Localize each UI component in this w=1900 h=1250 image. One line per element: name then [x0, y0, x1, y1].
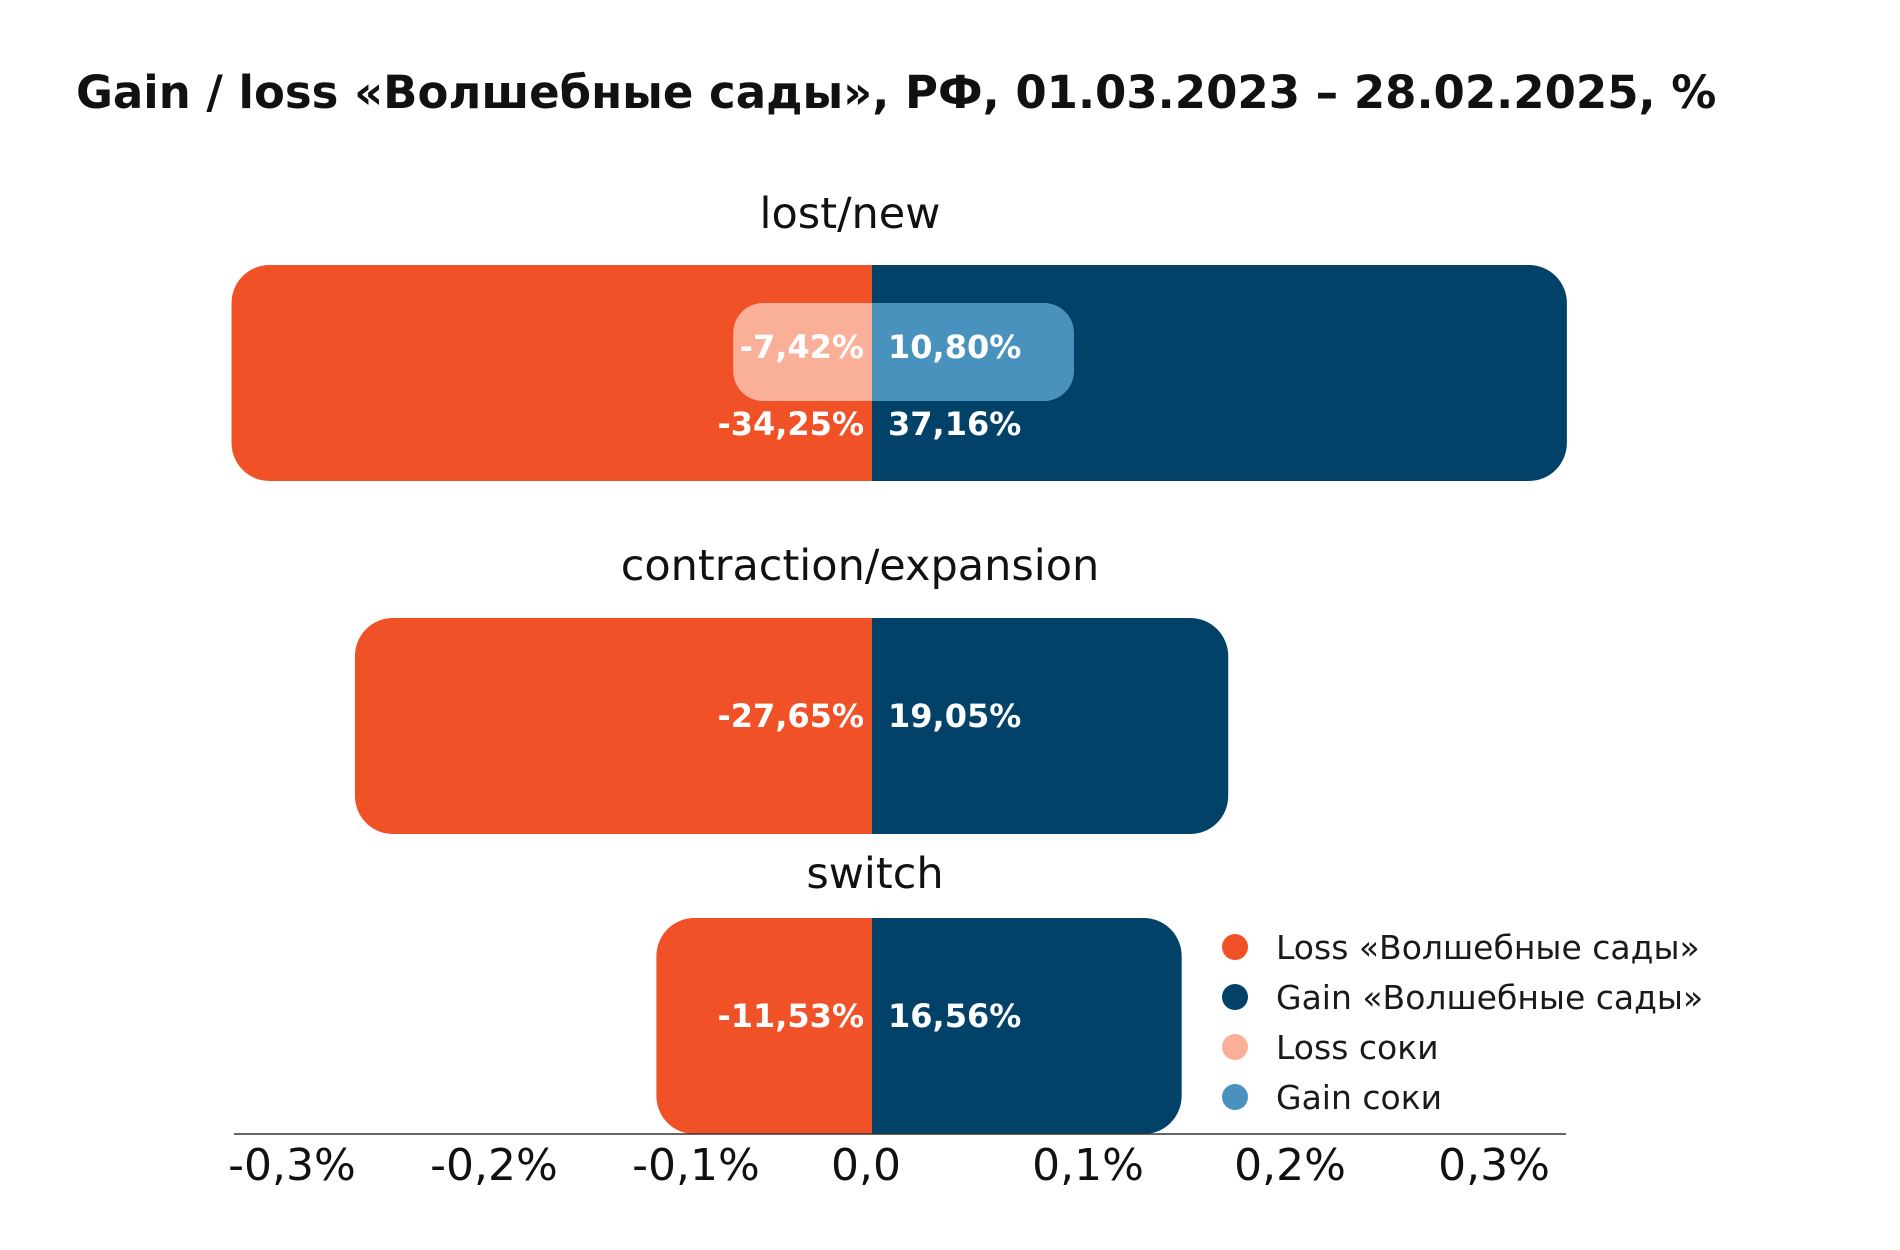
value-label-loss-lost-new: -34,25% [717, 405, 864, 443]
category-label-switch: switch [806, 849, 943, 899]
legend-label-loss-juice: Loss соки [1276, 1027, 1439, 1067]
x-tick-label-4: 0,1% [1032, 1140, 1144, 1191]
legend-swatch-loss-brand [1222, 934, 1248, 960]
value-label-gain-juice-lost-new: 10,80% [888, 328, 1021, 366]
category-label-contraction-expansion: contraction/expansion [621, 541, 1100, 591]
legend-label-loss-brand: Loss «Волшебные сады» [1276, 927, 1700, 967]
legend-item-gain-juice: Gain соки [1222, 1072, 1703, 1122]
bar-loss-switch [656, 918, 872, 1134]
x-tick-label-6: 0,3% [1438, 1140, 1550, 1191]
legend-swatch-gain-brand [1222, 984, 1248, 1010]
x-tick-label-1: -0,2% [430, 1140, 558, 1191]
value-label-gain-lost-new: 37,16% [888, 405, 1021, 443]
legend-item-loss-juice: Loss соки [1222, 1022, 1703, 1072]
bar-loss-lost-new [231, 265, 872, 481]
legend-item-gain-brand: Gain «Волшебные сады» [1222, 972, 1703, 1022]
value-label-loss-contraction-expansion: -27,65% [717, 697, 864, 735]
category-label-lost-new: lost/new [760, 189, 941, 239]
bar-loss-contraction-expansion [354, 618, 872, 834]
x-tick-label-3: 0,0 [831, 1140, 901, 1191]
value-label-loss-switch: -11,53% [717, 997, 864, 1035]
x-tick-label-2: -0,1% [632, 1140, 760, 1191]
value-label-gain-contraction-expansion: 19,05% [888, 697, 1021, 735]
value-label-loss-juice-lost-new: -7,42% [740, 328, 864, 366]
bar-gain-switch [872, 918, 1182, 1134]
legend-swatch-gain-juice [1222, 1084, 1248, 1110]
chart-title: Gain / loss «Волшебные сады», РФ, 01.03.… [76, 66, 1717, 119]
x-tick-label-0: -0,3% [228, 1140, 356, 1191]
legend: Loss «Волшебные сады» Gain «Волшебные са… [1222, 922, 1703, 1122]
legend-item-loss-brand: Loss «Волшебные сады» [1222, 922, 1703, 972]
legend-swatch-loss-juice [1222, 1034, 1248, 1060]
bar-gain-contraction-expansion [872, 618, 1229, 834]
x-tick-label-5: 0,2% [1234, 1140, 1346, 1191]
bar-loss-juice-lost-new [733, 303, 872, 401]
legend-label-gain-juice: Gain соки [1276, 1077, 1443, 1117]
legend-label-gain-brand: Gain «Волшебные сады» [1276, 977, 1704, 1017]
bar-gain-juice-lost-new [872, 303, 1074, 401]
value-label-gain-switch: 16,56% [888, 997, 1021, 1035]
